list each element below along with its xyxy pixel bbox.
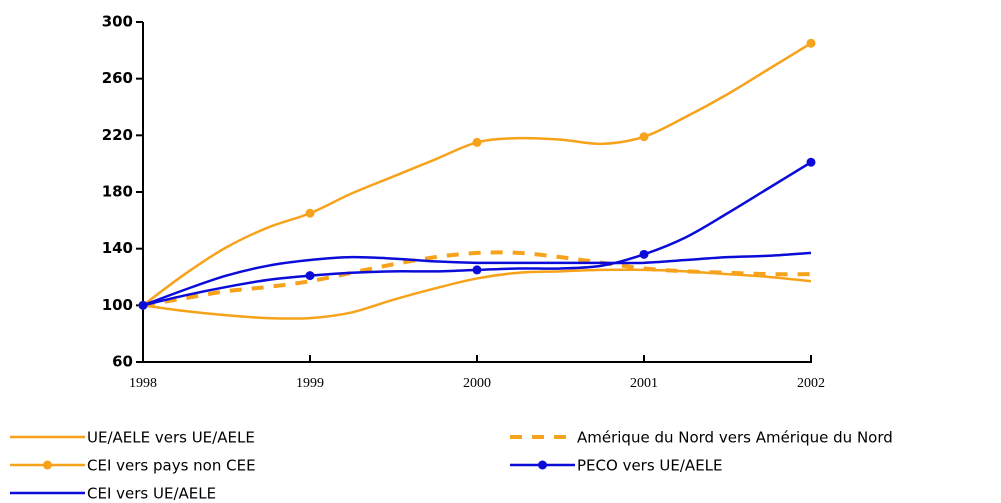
legend-marker [43,460,52,470]
y-tick-label: 220 [102,126,133,144]
series-line [142,161,812,307]
series-line [142,268,812,320]
x-tick-label: 2001 [630,376,658,391]
series-marker [305,208,315,218]
series-marker [806,157,816,167]
legend-marker [538,460,547,470]
x-tick-label: 1998 [129,376,157,391]
series-line [142,250,812,308]
legend-label: PECO vers UE/AELE [577,457,723,475]
legend-label: Amérique du Nord vers Amérique du Nord [577,429,893,447]
x-tick-label: 2002 [797,376,825,391]
legend-label: CEI vers pays non CEE [87,457,256,475]
legend-label: UE/AELE vers UE/AELE [87,429,255,447]
x-tick-label: 1999 [296,376,324,391]
y-tick-label: 260 [102,69,133,87]
series-marker [472,265,482,275]
x-tick-label: 2000 [463,376,491,391]
series-marker [639,132,649,142]
series-line [142,251,812,307]
series-marker [305,271,315,281]
y-tick-label: 180 [102,183,133,201]
series-marker [639,249,649,259]
y-tick-label: 60 [112,353,133,371]
y-tick-label: 140 [102,239,133,257]
series-marker [806,38,816,48]
y-tick-label: 300 [102,13,133,31]
series-marker [472,137,482,147]
legend-label: CEI vers UE/AELE [87,485,216,503]
y-tick-label: 100 [102,296,133,314]
